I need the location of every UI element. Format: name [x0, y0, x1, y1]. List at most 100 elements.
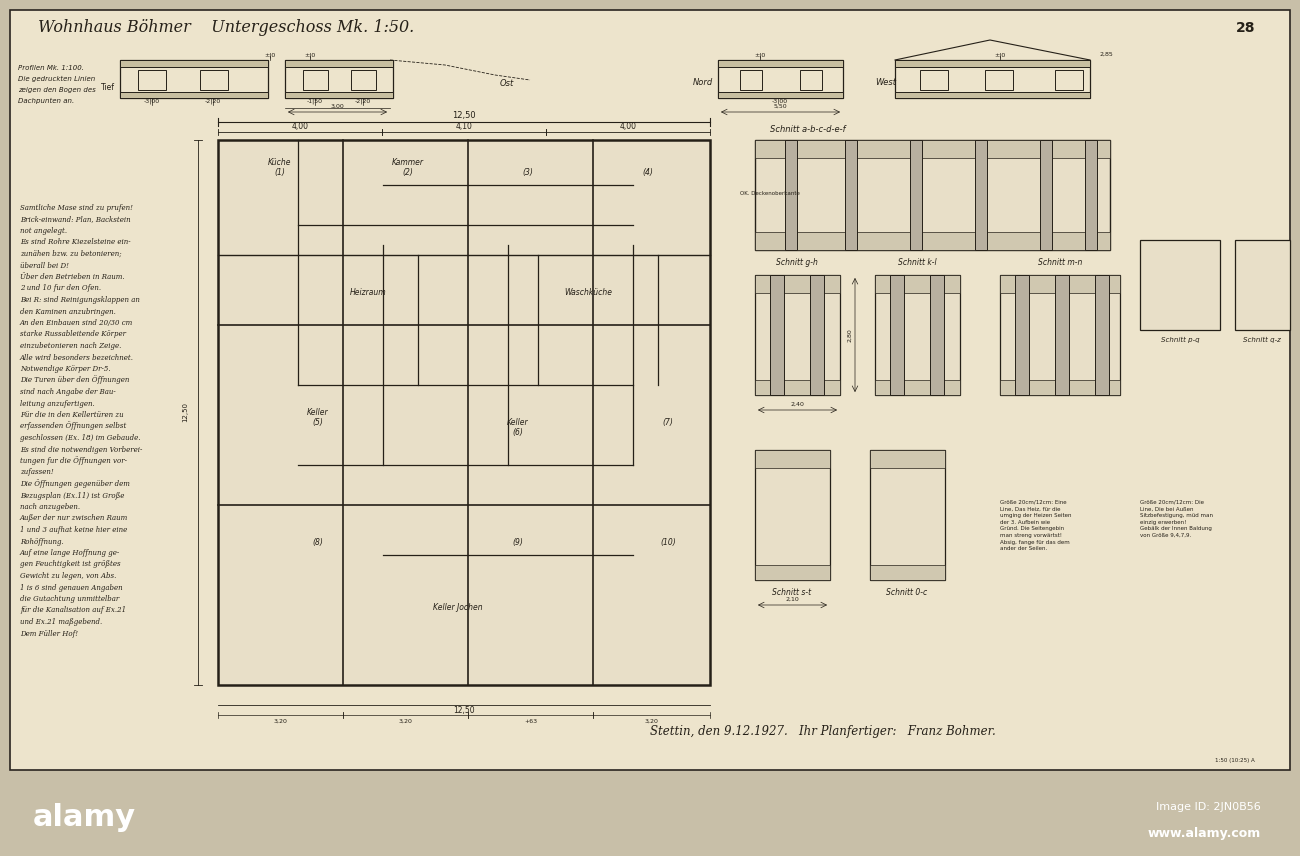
- Text: Rohöffnung.: Rohöffnung.: [20, 538, 64, 545]
- Text: 2,80: 2,80: [848, 328, 852, 342]
- Bar: [1235, 240, 1290, 330]
- Bar: [285, 60, 393, 67]
- Text: Profilen Mk. 1:100.: Profilen Mk. 1:100.: [18, 65, 85, 71]
- Text: (2): (2): [403, 168, 413, 177]
- Text: (8): (8): [312, 538, 324, 547]
- Text: Die gedruckten Linien: Die gedruckten Linien: [18, 76, 95, 82]
- Bar: [351, 70, 376, 90]
- Text: Größe 20cm/12cm: Eine
Line, Das Heiz, für die
umging der Heizen Seiten
der 3. Au: Größe 20cm/12cm: Eine Line, Das Heiz, fü…: [1000, 500, 1071, 551]
- Text: ±|0: ±|0: [264, 52, 276, 57]
- Text: Außer der nur zwischen Raum: Außer der nur zwischen Raum: [20, 514, 129, 522]
- Text: Größe 20cm/12cm: Die
Line, Die bei Außen
Sitzbefestigung, müd man
einzig erwerbe: Größe 20cm/12cm: Die Line, Die bei Außen…: [1140, 500, 1213, 538]
- Bar: [755, 450, 829, 468]
- Bar: [785, 140, 797, 250]
- Bar: [800, 70, 822, 90]
- Text: Schnitt q-z: Schnitt q-z: [1243, 337, 1280, 343]
- Text: 4,10: 4,10: [455, 122, 472, 131]
- Text: Die Turen über den Öffnungen: Die Turen über den Öffnungen: [20, 376, 130, 384]
- Text: (9): (9): [512, 538, 524, 547]
- Text: ±|0: ±|0: [754, 52, 766, 57]
- Text: Keller: Keller: [307, 408, 329, 417]
- Text: An den Einbauen sind 20/30 cm: An den Einbauen sind 20/30 cm: [20, 319, 133, 327]
- Bar: [755, 380, 840, 395]
- Text: Schnitt p-q: Schnitt p-q: [1161, 337, 1200, 343]
- Text: Image ID: 2JN0B56: Image ID: 2JN0B56: [1156, 801, 1261, 811]
- Bar: [870, 565, 945, 580]
- Bar: [930, 275, 944, 395]
- Bar: [718, 60, 842, 98]
- Text: Keller Jochen: Keller Jochen: [433, 603, 482, 612]
- Text: Gewicht zu legen, von Abs.: Gewicht zu legen, von Abs.: [20, 572, 117, 580]
- Text: (5): (5): [312, 418, 324, 427]
- Bar: [285, 60, 393, 98]
- Text: 12,50: 12,50: [452, 111, 476, 120]
- Text: 1 und 3 aufhat keine hier eine: 1 und 3 aufhat keine hier eine: [20, 526, 127, 534]
- Bar: [120, 92, 268, 98]
- Text: Bezugsplan (Ex.11) ist Große: Bezugsplan (Ex.11) ist Große: [20, 491, 125, 500]
- Text: überall bei D!: überall bei D!: [20, 261, 69, 270]
- Text: 4,00: 4,00: [291, 122, 308, 131]
- Text: 3,20: 3,20: [399, 719, 412, 724]
- Text: Stettin, den 9.12.1927.   Ihr Planfertiger:   Franz Bohmer.: Stettin, den 9.12.1927. Ihr Planfertiger…: [650, 725, 996, 738]
- Text: zeigen den Bogen des: zeigen den Bogen des: [18, 87, 96, 93]
- Text: 28: 28: [1235, 21, 1254, 35]
- Text: Auf eine lange Hoffnung ge-: Auf eine lange Hoffnung ge-: [20, 549, 120, 557]
- Text: -3|00: -3|00: [144, 99, 160, 104]
- Text: (3): (3): [523, 168, 533, 177]
- Text: gen Feuchtigkeit ist größtes: gen Feuchtigkeit ist größtes: [20, 561, 121, 568]
- Text: ±|0: ±|0: [994, 52, 1006, 57]
- Text: OK. Deckenoberkante: OK. Deckenoberkante: [740, 191, 800, 196]
- Text: Schnitt a-b-c-d-e-f: Schnitt a-b-c-d-e-f: [770, 125, 845, 134]
- Bar: [218, 140, 710, 685]
- Text: Es sind die notwendigen Vorberei-: Es sind die notwendigen Vorberei-: [20, 445, 143, 454]
- Bar: [285, 92, 393, 98]
- Bar: [910, 140, 922, 250]
- Text: Heizraum: Heizraum: [350, 288, 386, 297]
- Bar: [1015, 275, 1030, 395]
- Bar: [985, 70, 1013, 90]
- Bar: [755, 450, 829, 580]
- Bar: [1000, 380, 1121, 395]
- Bar: [810, 275, 824, 395]
- Bar: [1040, 140, 1052, 250]
- Text: und Ex.21 maßgebend.: und Ex.21 maßgebend.: [20, 618, 103, 626]
- Bar: [870, 450, 945, 580]
- Text: Brick-einwand: Plan, Backstein: Brick-einwand: Plan, Backstein: [20, 216, 130, 223]
- Bar: [875, 275, 959, 395]
- Text: die Gutachtung unmittelbar: die Gutachtung unmittelbar: [20, 595, 120, 603]
- Bar: [1086, 140, 1097, 250]
- Text: (4): (4): [642, 168, 654, 177]
- Bar: [845, 140, 857, 250]
- Text: Tief: Tief: [101, 83, 114, 92]
- Text: einzubetonieren nach Zeige.: einzubetonieren nach Zeige.: [20, 342, 121, 350]
- Text: Dachpunten an.: Dachpunten an.: [18, 98, 74, 104]
- Text: den Kaminen anzubringen.: den Kaminen anzubringen.: [20, 307, 116, 316]
- Text: (6): (6): [512, 428, 524, 437]
- Text: geschlossen (Ex. 18) im Gebaude.: geschlossen (Ex. 18) im Gebaude.: [20, 434, 140, 442]
- Bar: [1000, 275, 1121, 293]
- Text: 2 und 10 fur den Ofen.: 2 und 10 fur den Ofen.: [20, 284, 101, 293]
- Bar: [1095, 275, 1109, 395]
- Text: 2,85: 2,85: [1100, 52, 1114, 57]
- Bar: [755, 275, 840, 395]
- Text: Wohnhaus Böhmer    Untergeschoss Mk. 1:50.: Wohnhaus Böhmer Untergeschoss Mk. 1:50.: [38, 19, 415, 36]
- Text: West: West: [875, 78, 896, 87]
- Text: -3|00: -3|00: [772, 99, 788, 104]
- Bar: [303, 70, 328, 90]
- Text: Für die in den Kellertüren zu: Für die in den Kellertüren zu: [20, 411, 124, 419]
- Text: (1): (1): [274, 168, 286, 177]
- Text: Küche: Küche: [268, 158, 291, 167]
- Bar: [755, 275, 840, 293]
- Text: Die Öffnungen gegenüber dem: Die Öffnungen gegenüber dem: [20, 479, 130, 488]
- Bar: [1000, 275, 1121, 395]
- Text: -2|20: -2|20: [205, 99, 221, 104]
- Text: zufassen!: zufassen!: [20, 468, 53, 477]
- Text: 2,40: 2,40: [790, 402, 805, 407]
- Text: 5,50: 5,50: [774, 104, 788, 109]
- Text: www.alamy.com: www.alamy.com: [1148, 827, 1261, 840]
- Text: 3,00: 3,00: [330, 104, 344, 109]
- Text: -2|20: -2|20: [355, 99, 370, 104]
- Bar: [718, 60, 842, 67]
- Text: zunähen bzw. zu betonieren;: zunähen bzw. zu betonieren;: [20, 250, 122, 258]
- Text: ±|0: ±|0: [304, 52, 316, 57]
